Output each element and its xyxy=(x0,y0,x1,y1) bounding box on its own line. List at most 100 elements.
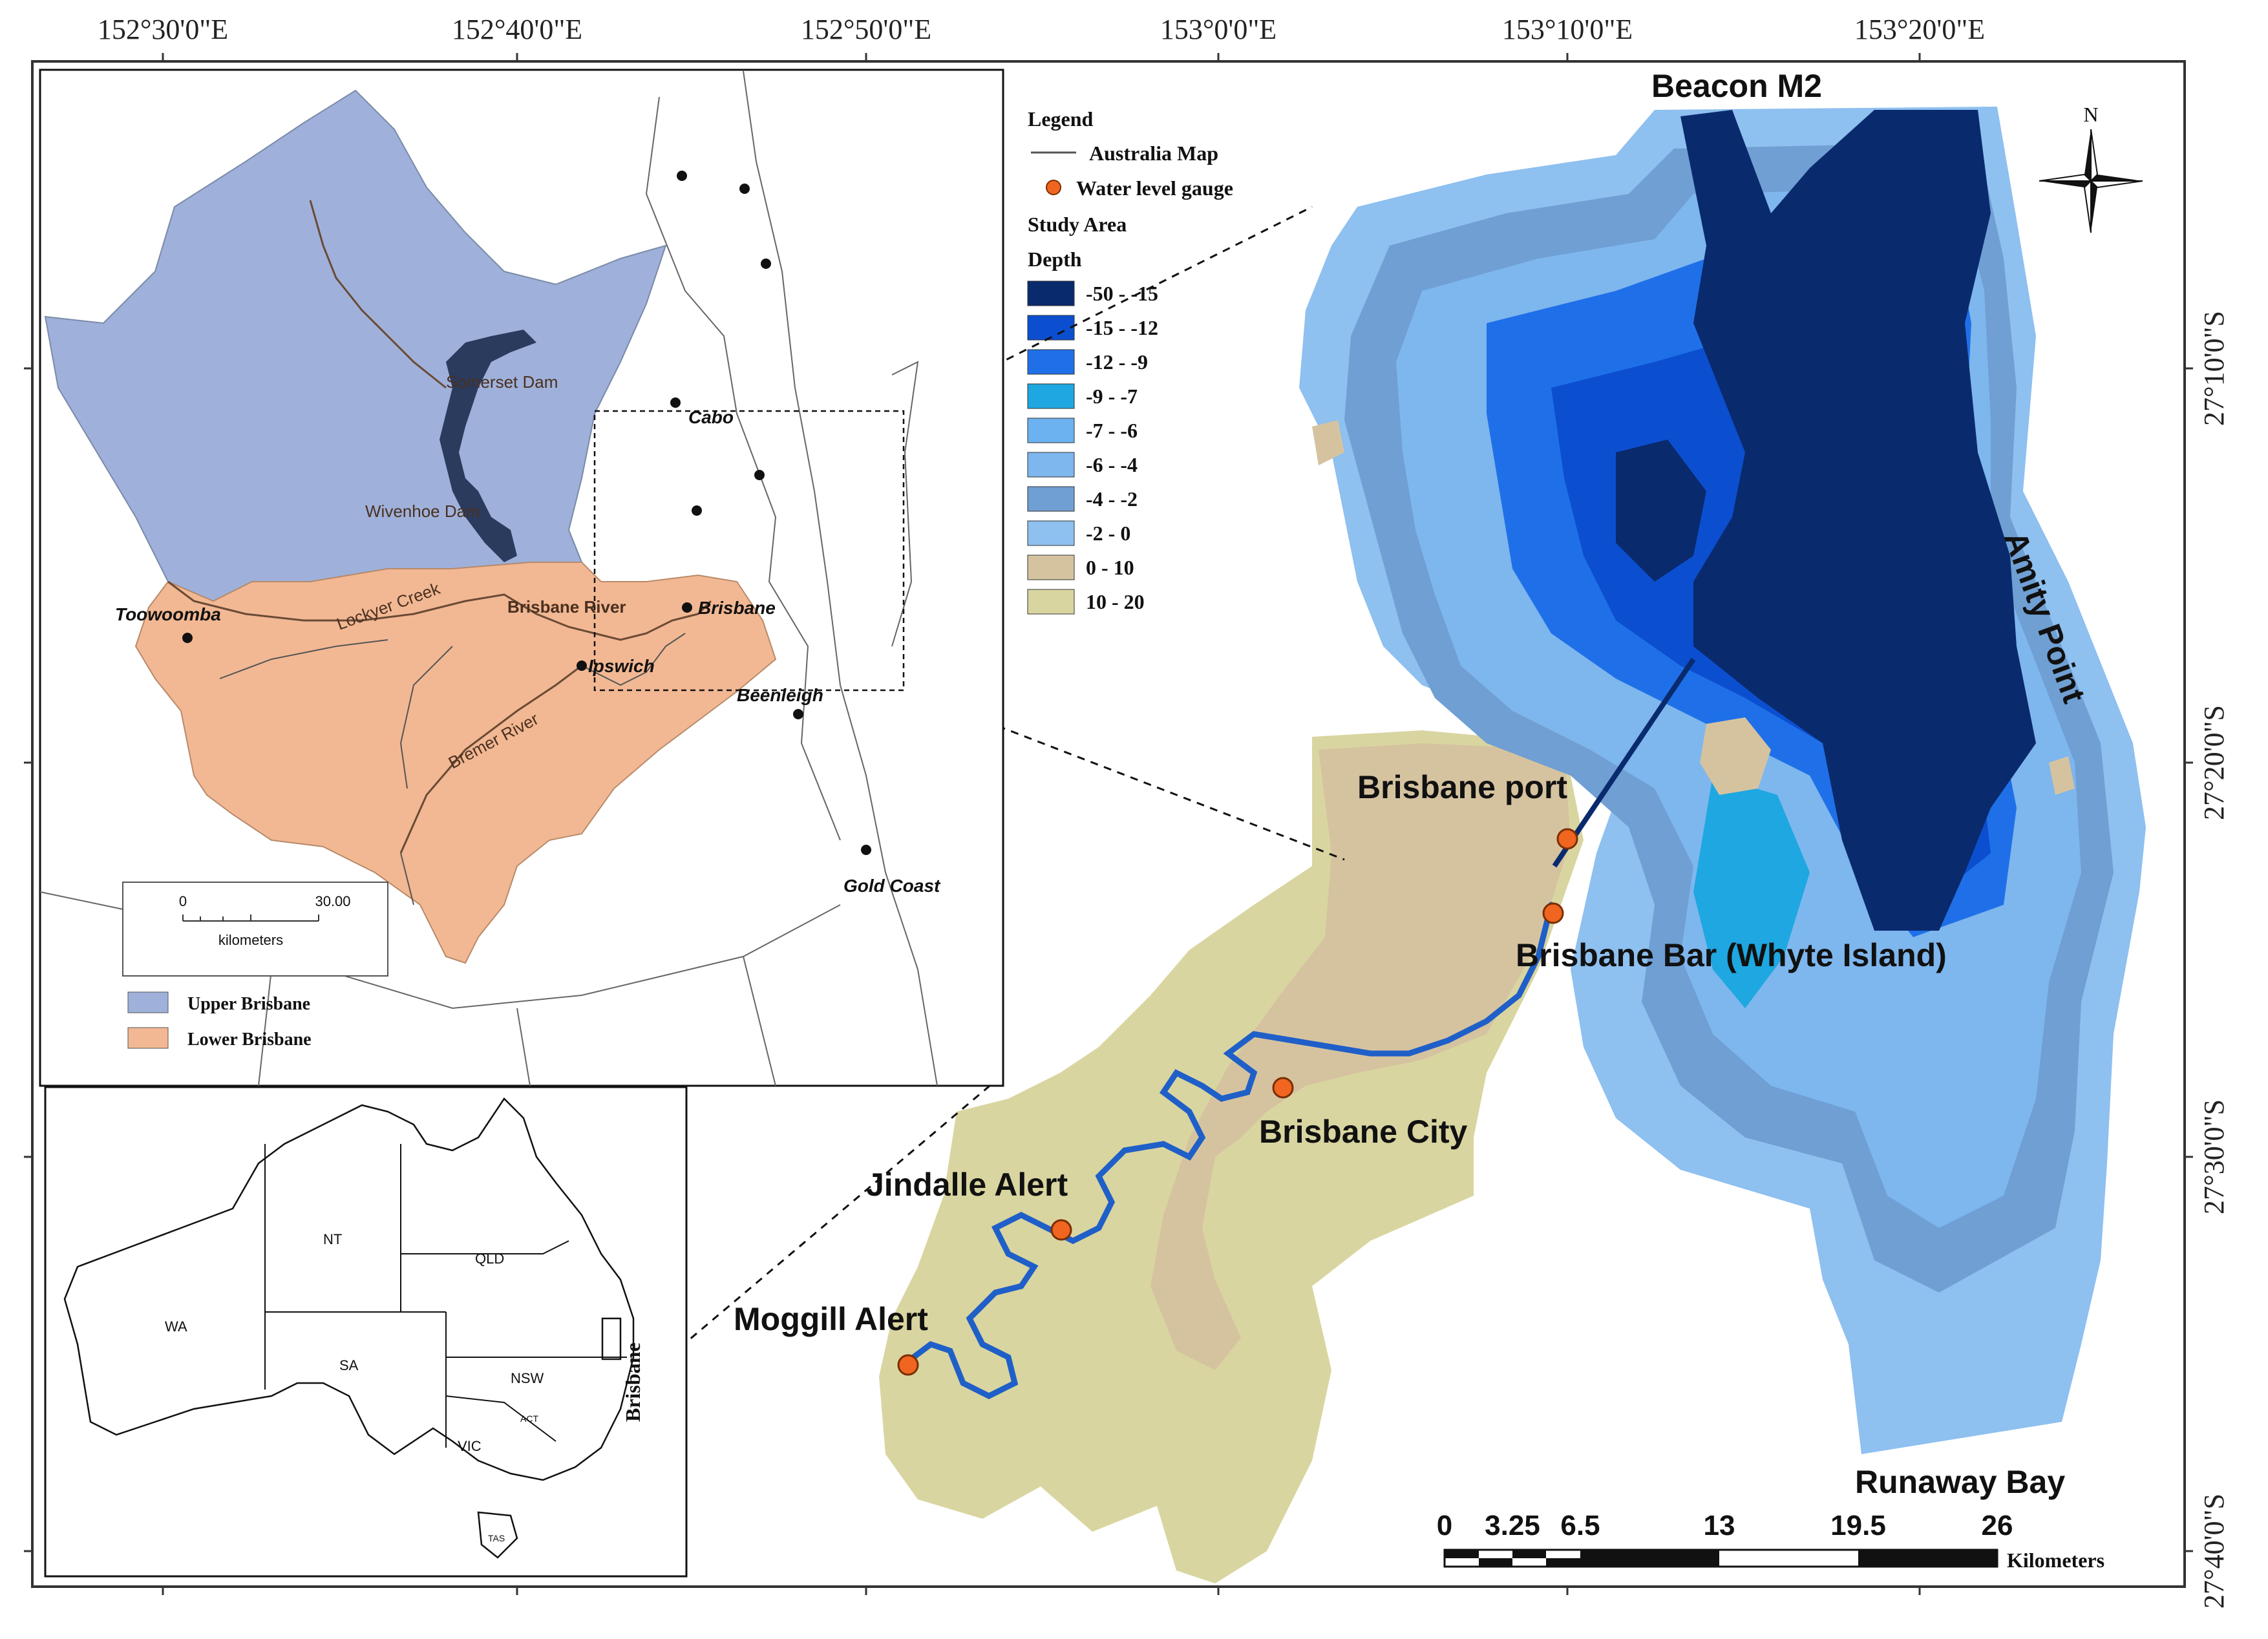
scale-tick: 13 xyxy=(1704,1510,1735,1541)
scale-tick: 6.5 xyxy=(1560,1510,1600,1541)
lon-label: 153°0'0"E xyxy=(1160,14,1277,45)
state-act: ACT xyxy=(520,1413,538,1424)
label-somerset: Somerset Dam xyxy=(446,372,558,392)
gauge-brisbane-bar[interactable] xyxy=(1542,902,1564,924)
depth-deep-patch xyxy=(1616,439,1706,582)
gauge-jindalle[interactable] xyxy=(1050,1219,1072,1241)
depth-label: -6 - -4 xyxy=(1086,453,1138,476)
inset-scale-left: 0 xyxy=(179,893,187,909)
gauge-brisbane-city[interactable] xyxy=(1272,1077,1294,1099)
state-wa: WA xyxy=(165,1318,187,1335)
depth-label: -2 - 0 xyxy=(1086,522,1130,545)
lon-label: 153°20'0"E xyxy=(1854,14,1985,45)
legend-upper-label: Upper Brisbane xyxy=(187,994,310,1014)
depth-swatch xyxy=(1027,486,1075,512)
right-graticule: 27°10'0"S 27°20'0"S 27°30'0"S 27°40'0"S xyxy=(2185,311,2230,1609)
gauge-brisbane-port[interactable] xyxy=(1556,828,1578,850)
inset-rivers-minor xyxy=(219,633,686,905)
state-nsw: NSW xyxy=(511,1370,544,1386)
state-nt: NT xyxy=(323,1231,342,1247)
legend-gauge: Water level gauge xyxy=(1076,176,1233,200)
shipping-channel xyxy=(1552,657,1696,868)
depth-label: -7 - -6 xyxy=(1086,419,1138,442)
brisbane-river xyxy=(902,902,1554,1400)
lat-label: 27°10'0"S xyxy=(2198,311,2230,426)
gauge-moggill[interactable] xyxy=(897,1354,919,1376)
scale-unit: Kilometers xyxy=(2007,1549,2104,1572)
label-ipswich: Ipswich xyxy=(588,656,655,676)
label-runaway: Runaway Bay xyxy=(1855,1464,2065,1500)
lon-label: 152°30'0"E xyxy=(98,14,228,45)
gauge-markers xyxy=(897,828,1578,1376)
scale-tick: 26 xyxy=(1982,1510,2013,1541)
depth-label: -9 - -7 xyxy=(1086,385,1138,408)
depth-swatch xyxy=(1027,315,1075,341)
depth-swatch xyxy=(1027,280,1075,306)
scale-tick: 19.5 xyxy=(1830,1510,1886,1541)
depth-label: 0 - 10 xyxy=(1086,556,1134,579)
depth-label: -15 - -12 xyxy=(1086,316,1158,339)
catchment-inset: Somerset Dam Wivenhoe Dam Lockyer Creek … xyxy=(39,69,1004,1087)
scale-bar: 0 3.25 6.5 13 19.5 26 Kilometers xyxy=(1437,1510,2104,1572)
australia-inset: WA NT QLD SA NSW VIC ACT TAS Brisbane xyxy=(44,1086,688,1578)
depth-swatch xyxy=(1027,555,1075,580)
depth-swatch xyxy=(1027,418,1075,443)
tasmania xyxy=(477,1511,518,1559)
left-ticks xyxy=(24,367,32,1552)
lon-label: 153°10'0"E xyxy=(1502,14,1633,45)
legend-depth-title: Depth xyxy=(1028,248,1082,271)
sand-patch xyxy=(2049,756,2075,795)
label-toowoomba: Toowoomba xyxy=(115,604,221,624)
australia-zoom-box xyxy=(601,1317,622,1360)
inset-scale-unit: kilometers xyxy=(218,932,283,948)
depth-swatch xyxy=(1027,349,1075,375)
land-low xyxy=(1150,743,1571,1370)
depth-legend: -50 - -15-15 - -12-12 - -9-9 - -7-7 - -6… xyxy=(1027,280,1158,615)
inset-rivers xyxy=(167,200,712,854)
dam-lake xyxy=(440,330,536,562)
sand-patch xyxy=(1312,420,1344,465)
legend-gauge-symbol xyxy=(1046,180,1061,195)
town-dots xyxy=(182,171,871,855)
legend-lower-label: Lower Brisbane xyxy=(187,1030,312,1050)
state-qld: QLD xyxy=(475,1251,504,1267)
depth-swatch xyxy=(1027,520,1075,546)
inset-boundaries xyxy=(39,70,938,1086)
state-sa: SA xyxy=(339,1357,359,1373)
depth-swatch xyxy=(1027,383,1075,409)
depth-label: -4 - -2 xyxy=(1086,487,1138,511)
depth-swatch xyxy=(1027,452,1075,478)
state-tas: TAS xyxy=(488,1533,505,1543)
depth-label: -12 - -9 xyxy=(1086,350,1148,374)
inset-scale-box xyxy=(122,882,388,977)
lat-label: 27°20'0"S xyxy=(2198,705,2230,820)
state-vic: VIC xyxy=(458,1438,482,1454)
australia-outline xyxy=(63,1097,635,1481)
depth-label: 10 - 20 xyxy=(1086,590,1145,613)
lon-label: 152°50'0"E xyxy=(801,14,931,45)
label-port: Brisbane port xyxy=(1357,769,1567,805)
scale-tick: 3.25 xyxy=(1485,1510,1540,1541)
depth-9-7 xyxy=(1693,776,1810,1008)
lower-brisbane-region xyxy=(134,562,777,964)
label-moggill: Moggill Alert xyxy=(734,1301,928,1337)
label-brisbane: Brisbane xyxy=(698,598,776,618)
state-borders xyxy=(264,1144,627,1448)
label-bar: Brisbane Bar (Whyte Island) xyxy=(1516,937,1947,973)
lat-label: 27°30'0"S xyxy=(2198,1099,2230,1214)
label-wivenhoe: Wivenhoe Dam xyxy=(365,502,480,521)
north-label: N xyxy=(2083,103,2098,126)
lon-label: 152°40'0"E xyxy=(452,14,582,45)
label-brisbane-river: Brisbane River xyxy=(507,597,626,617)
depth-swatch xyxy=(1027,589,1075,615)
label-jindalle: Jindalle Alert xyxy=(866,1167,1068,1203)
top-graticule: 152°30'0"E 152°40'0"E 152°50'0"E 153°0'0… xyxy=(98,14,1985,61)
legend-australia: Australia Map xyxy=(1089,142,1218,165)
north-arrow-icon: N xyxy=(2039,103,2143,233)
label-beacon: Beacon M2 xyxy=(1651,68,1822,104)
label-city: Brisbane City xyxy=(1259,1114,1468,1150)
australia-region-label: Brisbane xyxy=(621,1342,644,1422)
legend: Legend Australia Map Water level gauge S… xyxy=(1027,107,1233,615)
